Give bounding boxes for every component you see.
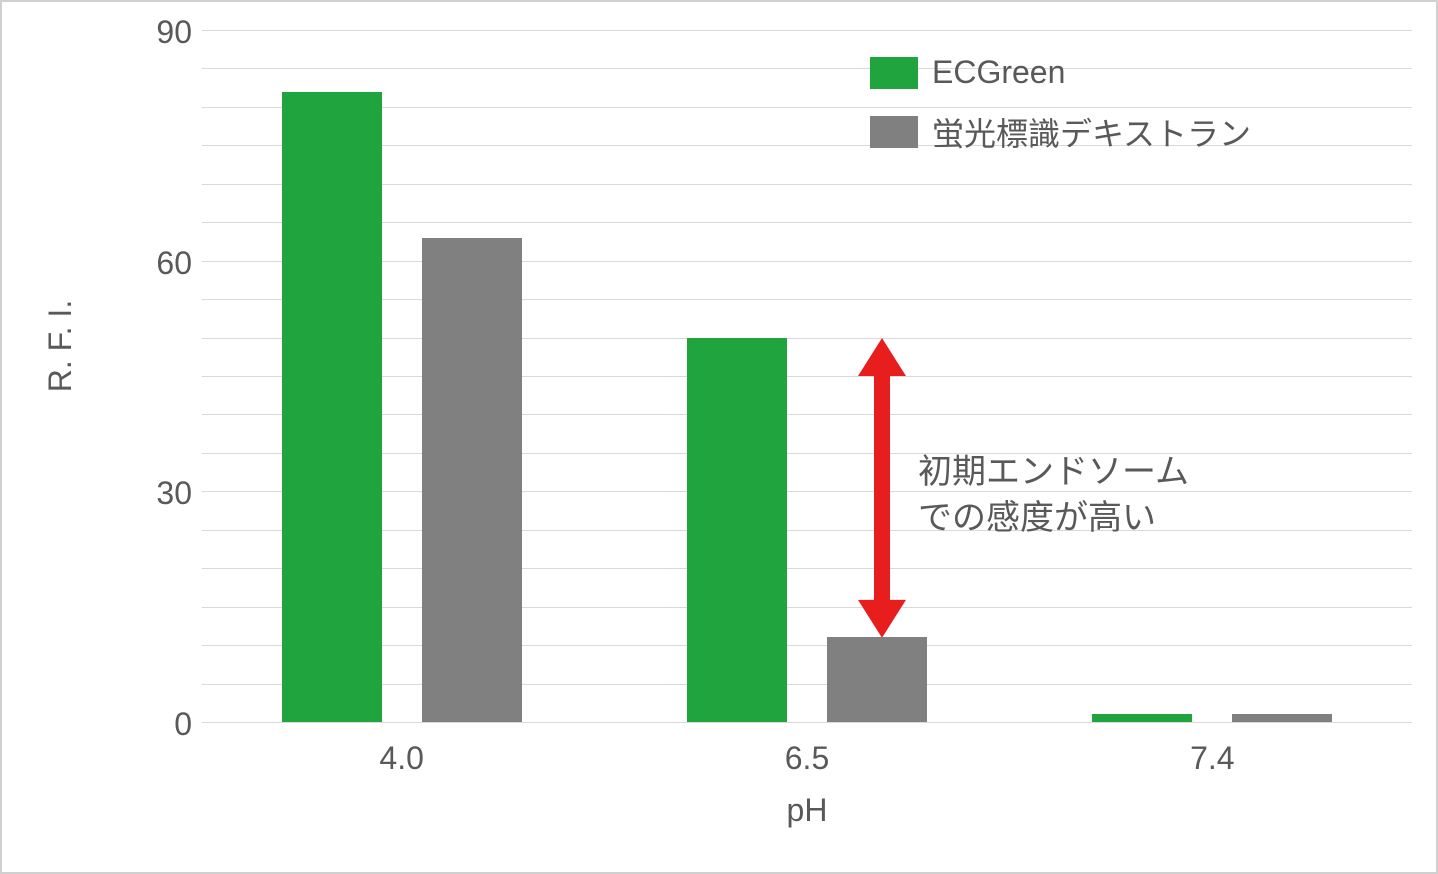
legend-label: ECGreen	[932, 54, 1065, 91]
annotation-line1: 初期エンドソーム	[918, 453, 1189, 491]
bar	[1092, 714, 1192, 722]
annotation-text: 初期エンドソーム での感度が高い	[918, 450, 1189, 542]
y-axis-title: R. F. I.	[42, 286, 79, 406]
gridline	[202, 414, 1412, 415]
bar	[1232, 714, 1332, 722]
gridline	[202, 722, 1412, 723]
bar	[827, 637, 927, 722]
x-tick-label: 6.5	[747, 740, 867, 777]
y-tick-label: 0	[122, 706, 192, 743]
gridline	[202, 30, 1412, 31]
gridline	[202, 530, 1412, 531]
gridline	[202, 568, 1412, 569]
gridline	[202, 491, 1412, 492]
gridline	[202, 184, 1412, 185]
y-tick-label: 30	[122, 475, 192, 512]
legend-swatch	[870, 57, 918, 89]
y-tick-label: 60	[122, 245, 192, 282]
y-tick-label: 90	[122, 14, 192, 51]
gridline	[202, 607, 1412, 608]
x-tick-label: 4.0	[342, 740, 462, 777]
annotation-line2: での感度が高い	[918, 499, 1156, 537]
annotation-arrow	[858, 338, 906, 638]
chart-container: R. F. I. pH ECGreen 蛍光標識デキストラン 初期エンドソーム で…	[0, 0, 1438, 874]
bar	[687, 338, 787, 722]
gridline	[202, 299, 1412, 300]
x-tick-label: 7.4	[1152, 740, 1272, 777]
gridline	[202, 645, 1412, 646]
gridline	[202, 684, 1412, 685]
gridline	[202, 453, 1412, 454]
x-axis-title: pH	[707, 792, 907, 829]
gridline	[202, 222, 1412, 223]
legend-label: 蛍光標識デキストラン	[932, 109, 1251, 155]
gridline	[202, 376, 1412, 377]
gridline	[202, 338, 1412, 339]
gridline	[202, 261, 1412, 262]
legend-swatch	[870, 116, 918, 148]
bar	[282, 92, 382, 722]
legend: ECGreen 蛍光標識デキストラン	[870, 54, 1251, 155]
legend-item: ECGreen	[870, 54, 1251, 91]
bar	[422, 238, 522, 722]
legend-item: 蛍光標識デキストラン	[870, 109, 1251, 155]
